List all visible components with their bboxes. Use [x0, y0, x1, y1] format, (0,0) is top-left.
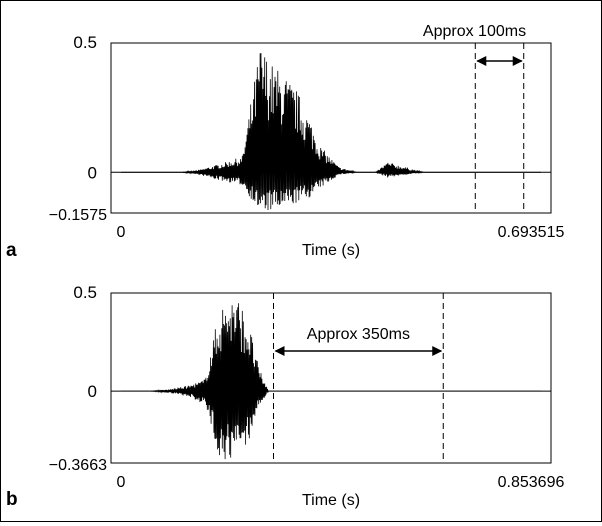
x-tick-label-start-a: 0 — [117, 224, 126, 241]
x-axis-label-b: Time (s) — [302, 492, 360, 509]
annotation-a: Approx 100ms — [423, 23, 526, 213]
waveform-series-a — [121, 53, 541, 211]
waveform-series-b — [121, 303, 541, 460]
annotation-text-b: Approx 350ms — [307, 326, 410, 343]
waveform-trace-b — [121, 303, 541, 460]
annotation-b: Approx 350ms — [273, 293, 444, 463]
waveform-trace-a — [121, 53, 541, 211]
plot-frame-b — [110, 292, 552, 464]
y-tick-label-bottom-a: −0.1575 — [49, 207, 107, 224]
annotation-arrowhead-left-b — [274, 346, 285, 356]
panel-a: 0.5 0 −0.1575 0 0.693515 Time (s) a Appr… — [6, 23, 564, 261]
y-tick-label-zero-a: 0 — [88, 163, 97, 182]
annotation-arrowhead-left-a — [476, 56, 487, 66]
annotation-arrowhead-right-a — [512, 56, 523, 66]
y-tick-label-top-b: 0.5 — [73, 283, 97, 302]
annotation-text-a: Approx 100ms — [423, 23, 526, 40]
x-tick-label-end-b: 0.853696 — [498, 474, 565, 491]
y-tick-label-zero-b: 0 — [88, 382, 97, 401]
y-tick-label-top-a: 0.5 — [73, 33, 97, 52]
panel-label-b: b — [6, 489, 18, 510]
panel-label-a: a — [6, 240, 17, 261]
y-tick-label-bottom-b: −0.3663 — [49, 457, 107, 474]
x-tick-label-start-b: 0 — [117, 474, 126, 491]
x-tick-label-end-a: 0.693515 — [498, 224, 565, 241]
plot-frame-a — [110, 42, 552, 214]
annotation-arrowhead-right-b — [432, 346, 443, 356]
panel-b: 0.5 0 −0.3663 0 0.853696 Time (s) b Appr… — [6, 283, 564, 510]
x-axis-label-a: Time (s) — [302, 242, 360, 259]
